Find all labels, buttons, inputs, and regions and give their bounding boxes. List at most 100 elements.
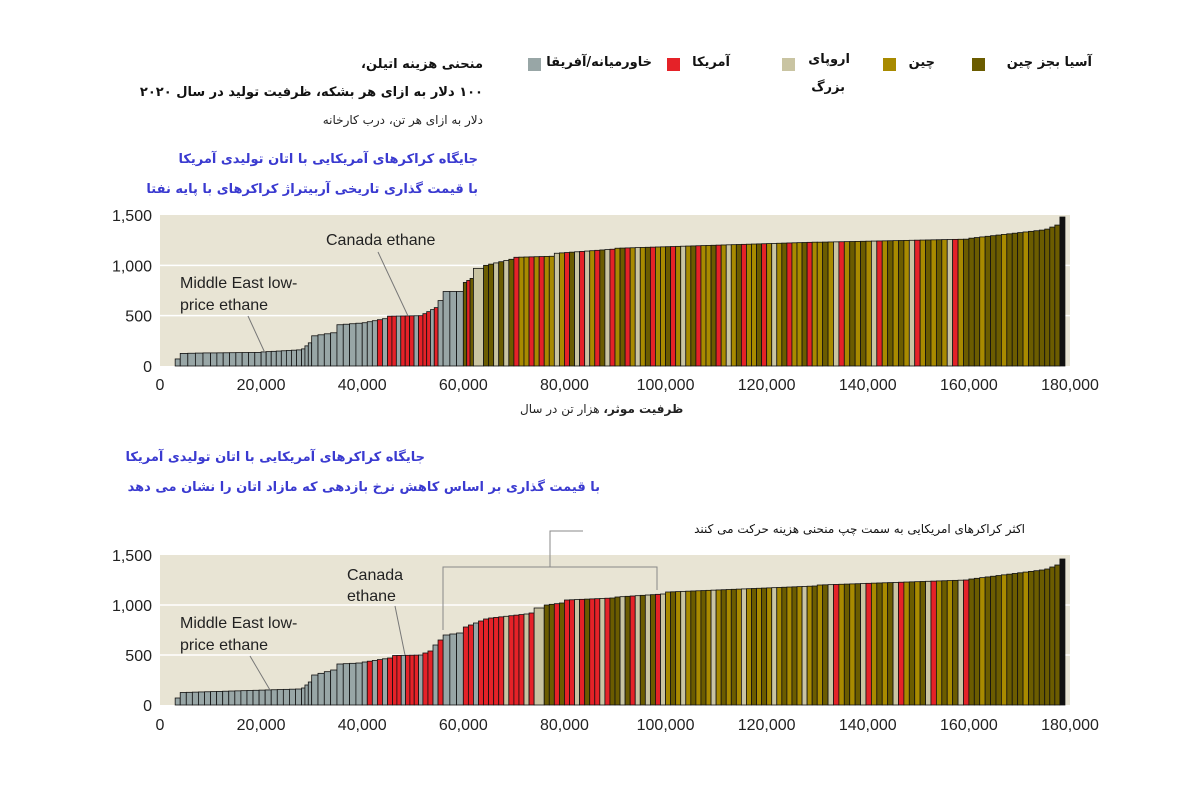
- bar: [786, 242, 793, 367]
- bar: [700, 590, 707, 706]
- bar: [660, 246, 666, 367]
- legend-swatch-asia: [972, 58, 985, 71]
- bar: [584, 250, 591, 367]
- bar: [771, 587, 778, 706]
- bar: [730, 588, 737, 706]
- bar: [473, 267, 484, 367]
- bar: [914, 581, 921, 706]
- bar: [599, 249, 606, 367]
- bar: [1000, 234, 1008, 367]
- bar: [903, 239, 910, 367]
- bar: [198, 691, 205, 706]
- bar: [564, 252, 570, 367]
- bar: [503, 615, 510, 706]
- bar: [811, 585, 818, 706]
- bar: [589, 250, 596, 367]
- bar: [579, 251, 586, 367]
- bar: [634, 247, 641, 367]
- bar: [473, 622, 479, 706]
- bar: [619, 247, 626, 367]
- bar: [644, 594, 651, 706]
- bar: [946, 580, 954, 706]
- bar: [941, 239, 948, 367]
- bar: [665, 246, 672, 367]
- x-tick-label: 0: [156, 377, 165, 394]
- bar: [761, 243, 768, 367]
- bar: [609, 248, 616, 367]
- bar: [705, 245, 712, 367]
- bar: [995, 575, 1002, 706]
- bar: [849, 583, 856, 706]
- bar: [391, 315, 397, 367]
- bar: [174, 358, 181, 367]
- bar: [1049, 226, 1056, 367]
- annotation-canada-leader: [394, 605, 406, 656]
- bar: [483, 264, 490, 367]
- bar: [984, 235, 991, 367]
- x-tick-label: 80,000: [540, 377, 589, 394]
- bar: [680, 590, 687, 706]
- bar: [594, 249, 601, 367]
- bar: [427, 650, 434, 706]
- bar: [179, 692, 187, 706]
- bar: [291, 349, 297, 367]
- bar: [387, 315, 393, 367]
- bar: [1022, 231, 1029, 367]
- bar: [655, 593, 661, 706]
- bar: [240, 690, 248, 706]
- bar: [254, 352, 262, 367]
- legend-label-china: چین: [908, 55, 935, 70]
- bar: [488, 617, 495, 706]
- bar: [323, 333, 332, 367]
- bar: [418, 315, 424, 367]
- y-tick-label: 0: [143, 359, 152, 376]
- chart-title-line2: ۱۰۰ دلار به ازای هر بشکه، ظرفیت تولید در…: [139, 85, 483, 100]
- bar: [973, 237, 981, 367]
- x-tick-label: 0: [156, 717, 165, 734]
- bar: [548, 603, 555, 706]
- bar: [376, 659, 383, 706]
- bar: [796, 586, 803, 706]
- x-tick-label: 20,000: [237, 377, 286, 394]
- bar: [751, 243, 757, 367]
- bar: [854, 583, 861, 706]
- bar: [382, 658, 388, 706]
- bar: [569, 599, 575, 706]
- bar: [558, 602, 565, 706]
- bar: [513, 614, 520, 706]
- bar: [786, 586, 793, 706]
- bar: [881, 240, 889, 367]
- bar: [194, 352, 204, 367]
- bar: [413, 654, 419, 706]
- annotation-me-leader: [247, 315, 266, 354]
- bar: [865, 240, 872, 367]
- unit-label: دلار به ازای هر تن، درب کارخانه: [322, 113, 483, 127]
- bar: [887, 240, 894, 367]
- bar: [311, 674, 319, 706]
- x-axis-label: ظرفیت موثر، هزار تن در سال: [520, 402, 683, 416]
- bar: [508, 615, 515, 706]
- bar: [952, 238, 959, 367]
- bar: [903, 581, 910, 706]
- bar: [791, 586, 798, 706]
- bar: [746, 588, 752, 706]
- bar: [371, 660, 378, 706]
- bar: [876, 582, 883, 706]
- bar: [330, 669, 338, 706]
- bar: [523, 613, 530, 706]
- bar: [990, 235, 997, 367]
- bar: [387, 657, 393, 706]
- bar: [756, 587, 763, 706]
- bar: [1054, 224, 1061, 367]
- legend-label-america: آمریکا: [692, 55, 730, 70]
- x-tick-label: 40,000: [338, 717, 387, 734]
- bar: [639, 247, 646, 367]
- chart2-caption-line2: با قیمت گذاری بر اساس کاهش نرخ بازدهی که…: [127, 480, 600, 495]
- bar: [574, 599, 581, 706]
- bar: [1033, 570, 1040, 706]
- bar: [222, 690, 230, 706]
- bar: [979, 577, 986, 706]
- chart-title-line1: منحنی هزینه اتیلن،: [361, 57, 483, 72]
- bar: [400, 315, 406, 367]
- chart-1: 0 500 1,000 1,500 0 20,000 40,000 60,000 80,000 1…: [112, 208, 1099, 394]
